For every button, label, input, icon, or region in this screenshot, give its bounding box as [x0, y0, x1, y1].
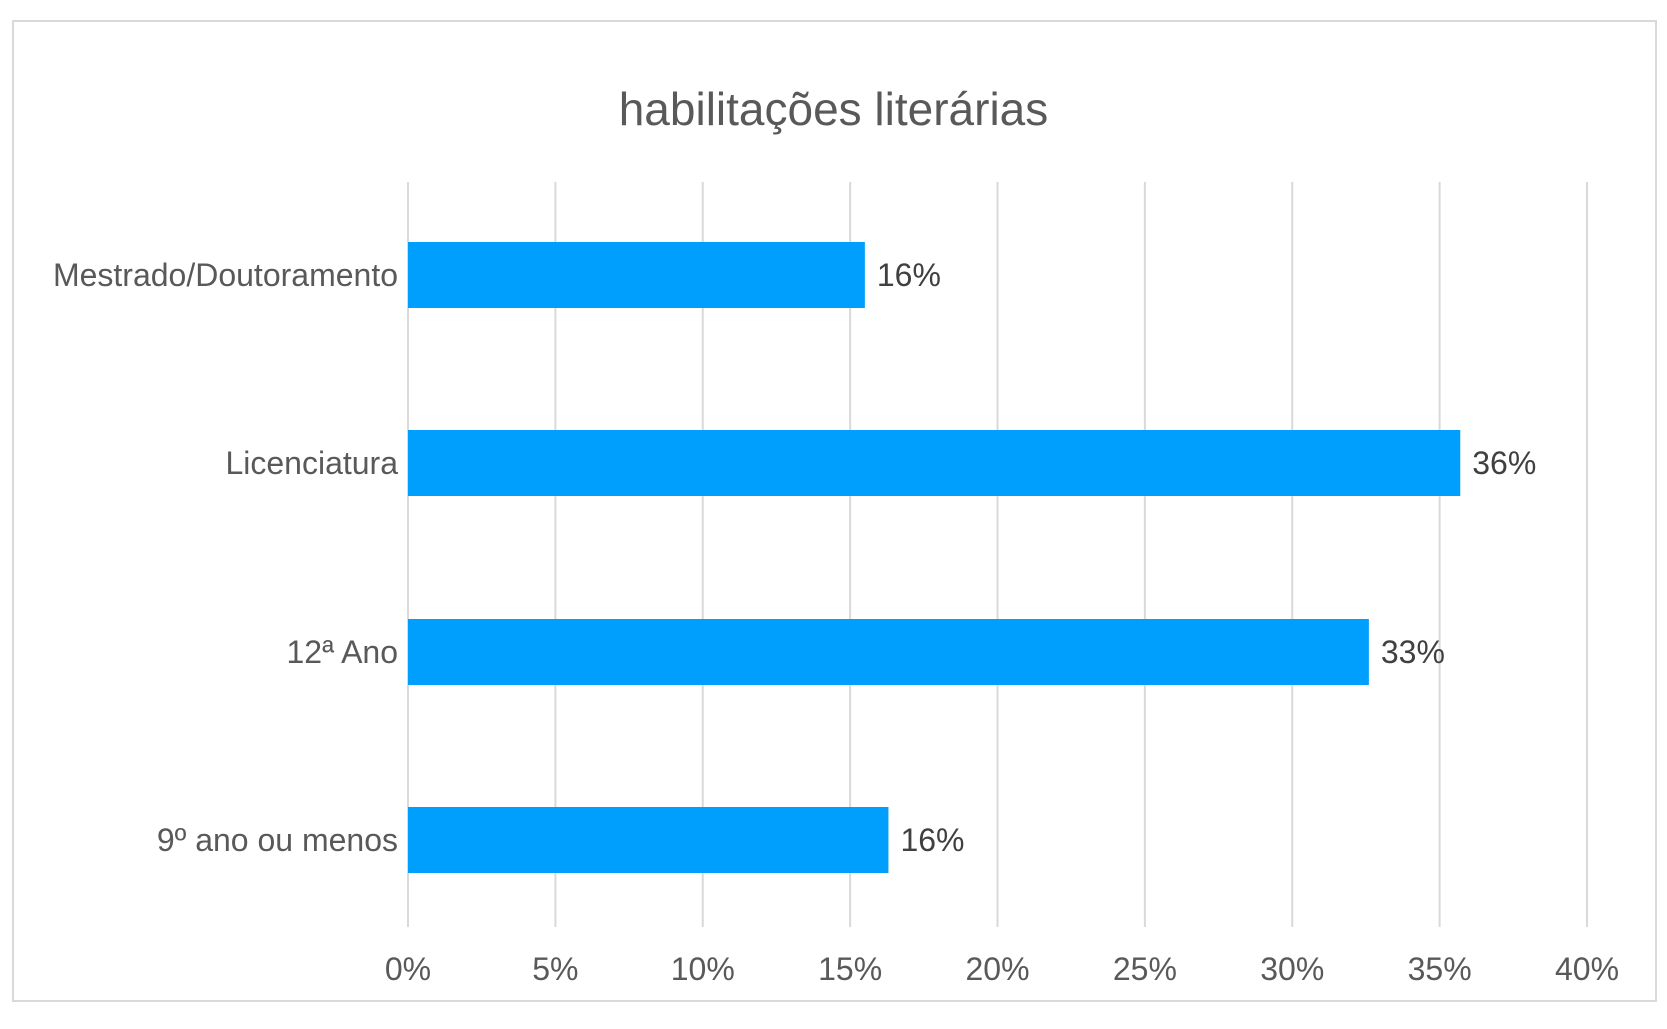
category-label: Licenciatura — [225, 445, 398, 481]
x-tick-label: 10% — [671, 951, 735, 987]
x-tick-label: 15% — [818, 951, 882, 987]
category-label: 9º ano ou menos — [157, 822, 398, 858]
x-tick-label: 30% — [1260, 951, 1324, 987]
category-label: Mestrado/Doutoramento — [53, 257, 398, 293]
data-label: 33% — [1381, 634, 1445, 670]
bar — [408, 242, 865, 308]
chart-title: habilitações literárias — [618, 83, 1049, 135]
bar — [408, 807, 889, 873]
category-label: 12ª Ano — [287, 634, 399, 670]
labels: 0% 5% 10% 15% 20% 25% 30% 35% 40% Mestrado/Doutor… — [53, 257, 1619, 987]
bars — [408, 242, 1461, 873]
x-tick-label: 40% — [1555, 951, 1619, 987]
bar — [408, 619, 1369, 685]
x-tick-label: 25% — [1113, 951, 1177, 987]
data-label: 36% — [1472, 445, 1536, 481]
x-tick-label: 0% — [385, 951, 431, 987]
bar — [408, 430, 1461, 496]
data-label: 16% — [900, 822, 964, 858]
x-tick-label: 20% — [965, 951, 1029, 987]
x-tick-label: 35% — [1408, 951, 1472, 987]
x-tick-label: 5% — [532, 951, 578, 987]
data-label: 16% — [877, 257, 941, 293]
